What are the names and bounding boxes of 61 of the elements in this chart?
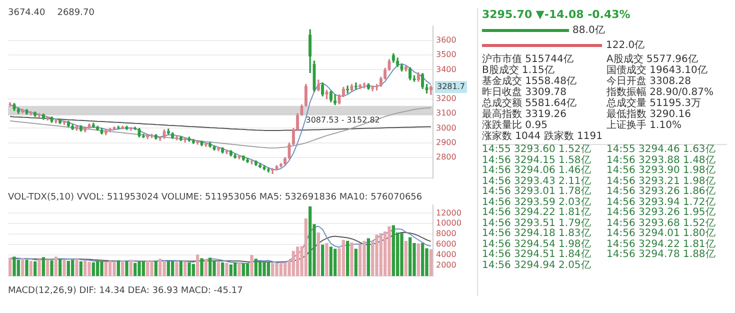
text: 14:56 3293.26 1.95亿 <box>606 207 716 218</box>
y-tick-label: 3400 <box>436 64 456 74</box>
text: 今日开盘 3308.28 <box>606 76 692 87</box>
chart-title: VOL-TDX(5,10) VVOL: 511953024 VOLUME: 511953056 MA5: 532691836 MA10: 576070656 <box>8 192 422 203</box>
text: 最低指数 3290.16 <box>606 109 692 120</box>
band-label: 3087.53 - 3152.82 <box>306 116 380 125</box>
text: B股成交 1.15亿 <box>482 65 556 76</box>
y-tick-label: 3200 <box>436 94 456 104</box>
text: 14:56 3293.26 1.86亿 <box>606 186 716 197</box>
text: 涨跌量比 0.95 <box>482 120 548 131</box>
text: 14:56 3293.43 2.11亿 <box>482 176 592 186</box>
text: 14:56 3294.54 1.98亿 <box>482 238 592 250</box>
y-tick-label: 3600 <box>436 36 456 45</box>
text: 14:55 3294.46 1.63亿 <box>606 144 716 155</box>
text: 涨家数 1044 跌家数 1191 <box>482 131 602 142</box>
text: 14:55 3293.60 1.52亿 <box>482 144 592 155</box>
text: 14:56 3294.94 2.05亿 <box>482 260 592 271</box>
text: 14:56 3294.06 1.46亿 <box>482 165 592 176</box>
text: 最高指数 3319.26 <box>482 109 568 120</box>
text: 总成交量 51195.3万 <box>606 98 702 109</box>
text: 指数振幅 28.90/0.87% <box>606 87 714 98</box>
text: 总成交额 5581.64亿 <box>482 98 578 109</box>
text: 沪市市值 515744亿 <box>482 54 574 65</box>
text: 14:56 3293.90 1.98亿 <box>606 165 716 176</box>
data-label: 88.0亿 <box>572 24 605 37</box>
y-tick-label: 2800 <box>436 152 456 162</box>
text: 国债成交 19643.10亿 <box>606 65 708 76</box>
y-tick-label: 6000 <box>436 240 456 249</box>
text: 14:56 3294.78 1.88亿 <box>606 249 716 260</box>
y-tick-label: 3100 <box>436 108 456 118</box>
data-label: 122.0亿 <box>606 39 645 52</box>
text: 14:56 3293.59 2.03亿 <box>482 196 592 208</box>
y-tick-label: 2900 <box>436 138 456 147</box>
y-tick-label: 10000 <box>436 218 462 228</box>
text: 14:56 3294.22 1.81亿 <box>606 238 716 250</box>
y-tick-label: 12000 <box>436 208 462 218</box>
y-tick-label: 2000 <box>436 260 456 270</box>
text: 14:56 3293.01 1.78亿 <box>482 186 592 197</box>
text: 14:56 3293.94 1.72亿 <box>606 196 716 208</box>
annotation: 3281.7 <box>437 82 465 92</box>
text: 基金成交 1558.48亿 <box>482 76 578 87</box>
text: 14:56 3294.22 1.81亿 <box>482 207 592 218</box>
text: 14:56 3293.51 1.79亿 <box>482 218 592 228</box>
text: 14:56 3294.15 1.58亿 <box>482 154 592 166</box>
text: 3674.40 <box>8 8 46 18</box>
text: 14:56 3293.88 1.48亿 <box>606 154 716 166</box>
text: 上证换手 1.10% <box>606 120 682 131</box>
text: 14:56 3294.18 1.83亿 <box>482 228 592 239</box>
text: 14:56 3294.01 1.80亿 <box>606 228 716 239</box>
text: 2689.70 <box>57 8 94 18</box>
text: A股成交 5577.96亿 <box>606 54 699 65</box>
text: 3295.70 ▼-14.08 -0.43% <box>482 8 632 21</box>
text: MACD(12,26,9) DIF: 14.34 DEA: 36.93 MACD: -45.17 <box>8 286 244 296</box>
text: 昨日收盘 3309.78 <box>482 87 568 98</box>
text: 14:56 3294.51 1.84亿 <box>482 249 592 260</box>
y-tick-label: 3500 <box>436 50 456 60</box>
y-tick-label: 3000 <box>436 123 456 132</box>
text: 14:56 3293.21 1.98亿 <box>606 176 716 186</box>
y-tick-label: 8000 <box>436 229 456 238</box>
text: 14:56 3293.68 1.52亿 <box>606 218 716 228</box>
y-tick-label: 4000 <box>436 250 456 260</box>
